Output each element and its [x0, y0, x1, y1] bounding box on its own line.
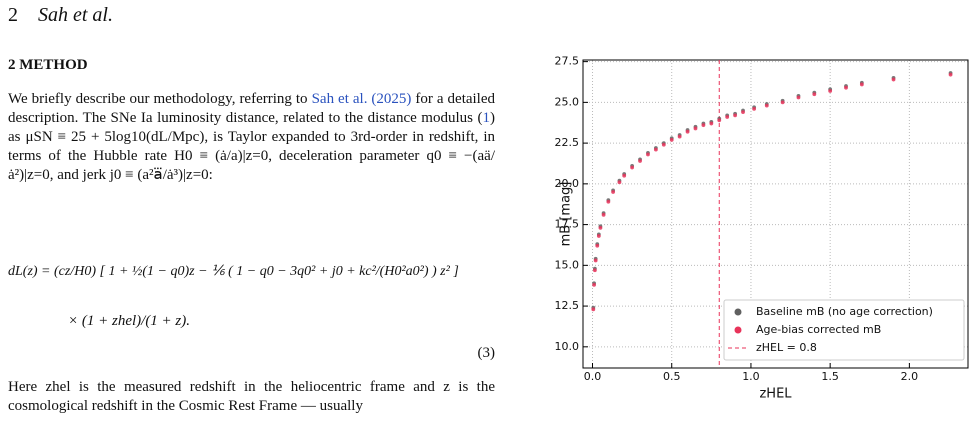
data-point — [630, 165, 635, 170]
section-title: 2 METHOD — [8, 57, 88, 73]
legend-marker — [734, 308, 742, 316]
y-tick-label: 10.0 — [555, 340, 580, 353]
legend-marker — [734, 326, 742, 334]
legend-label: zHEL = 0.8 — [756, 341, 817, 354]
data-point — [741, 110, 745, 115]
data-point — [606, 199, 611, 204]
page-number: 2 — [8, 4, 18, 26]
data-point — [669, 137, 674, 142]
data-point — [617, 180, 622, 185]
data-point — [592, 268, 597, 273]
y-tick-label: 27.5 — [555, 55, 580, 68]
y-tick-label: 25.0 — [555, 95, 580, 108]
data-point — [948, 72, 953, 77]
equation-line: × (1 + zhel)/(1 + z). — [68, 313, 191, 329]
x-tick-label: 2.0 — [901, 370, 919, 383]
data-point — [661, 142, 666, 147]
x-tick-label: 1.0 — [742, 370, 760, 383]
data-point — [812, 92, 817, 97]
y-axis-label: mB [mag] — [559, 182, 574, 247]
data-point — [709, 121, 714, 126]
text: We briefly describe our methodology, ref… — [8, 91, 312, 107]
text: ) as μSN ≡ 25 + 5log10(dL/Mpc), is Taylo… — [8, 110, 495, 183]
data-point — [591, 307, 596, 312]
data-point — [677, 134, 682, 139]
y-tick-label: 22.5 — [555, 136, 580, 149]
x-tick-label: 0.0 — [584, 370, 602, 383]
data-point — [653, 147, 658, 152]
equation-ref[interactable]: 1 — [482, 110, 491, 126]
equation-number: (3) — [477, 345, 496, 361]
x-axis-label: zHEL — [759, 387, 792, 402]
data-point — [780, 100, 785, 105]
data-point — [733, 113, 737, 118]
data-point — [638, 159, 642, 163]
x-tick-label: 0.5 — [663, 370, 681, 383]
legend-label: Age-bias corrected mB — [756, 323, 881, 336]
running-header: 2 Sah et al. — [8, 4, 495, 26]
y-tick-label: 17.5 — [555, 218, 580, 231]
paragraph: Here zhel is the measured redshift in th… — [8, 379, 495, 414]
legend-box — [723, 299, 965, 361]
text: for a detailed description. The SNe Ia l… — [8, 91, 496, 126]
equation-line: dL(z) = (cz/H0) [ 1 + ½(1 − q0)z − ⅙ ( 1… — [8, 264, 459, 279]
data-point — [598, 225, 603, 230]
authors: Sah et al. — [38, 4, 113, 26]
data-point — [764, 103, 769, 108]
data-point — [844, 85, 848, 90]
paragraph: We briefly describe our methodology, ref… — [8, 90, 495, 185]
data-point — [752, 106, 757, 111]
data-point — [796, 95, 801, 100]
data-point — [611, 190, 616, 194]
plot-frame — [582, 59, 969, 369]
data-point — [601, 212, 606, 217]
data-point — [701, 123, 706, 128]
data-point — [592, 282, 596, 287]
data-point — [596, 234, 601, 238]
y-tick-label: 20.0 — [555, 177, 580, 190]
y-tick-label: 12.5 — [555, 299, 580, 312]
x-tick-label: 1.5 — [821, 370, 839, 383]
data-point — [693, 126, 698, 131]
data-point — [593, 258, 598, 263]
data-point — [595, 243, 600, 248]
legend-label: Baseline mB (no age correction) — [756, 305, 933, 318]
data-point — [685, 129, 690, 134]
data-point — [725, 115, 730, 119]
y-tick-label: 15.0 — [555, 258, 580, 271]
data-point — [622, 173, 627, 178]
data-point — [717, 118, 722, 123]
data-point — [828, 89, 833, 93]
citation[interactable]: Sah et al. (2025) — [311, 91, 412, 107]
data-point — [891, 77, 896, 82]
data-point — [646, 152, 650, 157]
data-point — [859, 82, 864, 87]
